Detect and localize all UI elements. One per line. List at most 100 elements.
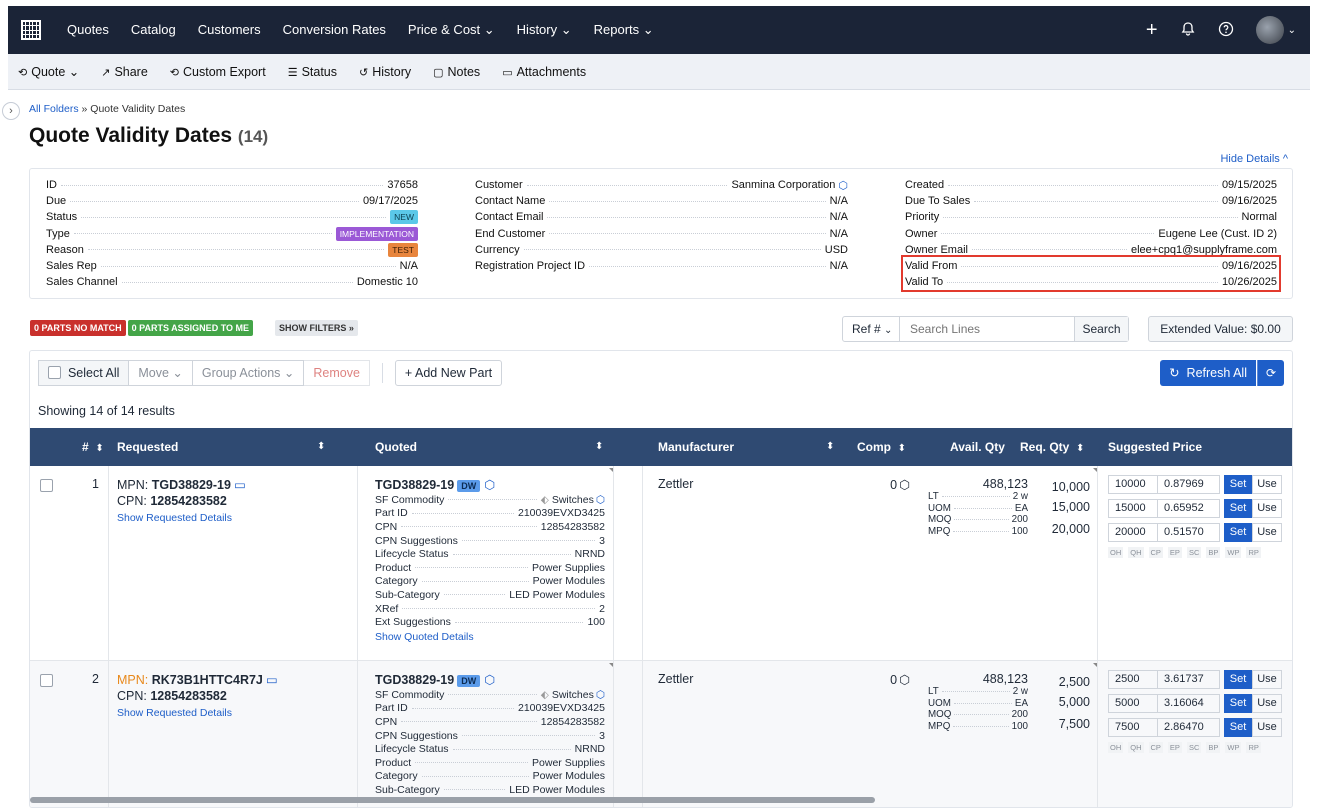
nav-item-5[interactable]: History ⌄ <box>516 22 572 37</box>
price-source-qh[interactable]: QH <box>1128 547 1144 558</box>
show-requested-details-link[interactable]: Show Requested Details <box>117 512 232 524</box>
folder-icon[interactable]: ▭ <box>265 673 278 687</box>
price-source-wp[interactable]: WP <box>1225 742 1242 753</box>
nav-item-6[interactable]: Reports ⌄ <box>593 22 654 37</box>
col-header-manufacturer[interactable]: Manufacturer <box>658 428 734 466</box>
cube-icon[interactable]: ⬡ <box>595 688 605 701</box>
nav-item-1[interactable]: Catalog <box>130 22 176 37</box>
show-quoted-details-link[interactable]: Show Quoted Details <box>375 630 474 643</box>
user-menu[interactable]: ⌄ <box>1255 16 1296 44</box>
nav-item-0[interactable]: Quotes <box>67 22 109 37</box>
folder-icon[interactable]: ▭ <box>233 478 246 492</box>
search-lines-input[interactable] <box>900 317 1074 341</box>
app-logo-icon[interactable] <box>21 20 41 40</box>
cube-icon[interactable]: ⬡ <box>484 673 496 687</box>
use-price-button[interactable]: Use <box>1252 499 1282 518</box>
quoted-mpn[interactable]: TGD38829-19 <box>375 478 455 492</box>
sort-icon[interactable]: ⬍ <box>317 441 326 452</box>
toolbar-item-0[interactable]: ⟲ Quote ⌄ <box>18 64 79 79</box>
price-value-input[interactable]: 2.86470 <box>1158 718 1220 737</box>
price-source-oh[interactable]: OH <box>1108 742 1124 753</box>
nav-item-4[interactable]: Price & Cost ⌄ <box>407 22 495 37</box>
refresh-all-button[interactable]: ↻ Refresh All <box>1160 360 1256 386</box>
move-button[interactable]: Move ⌄ <box>129 360 193 386</box>
price-source-oh[interactable]: OH <box>1108 547 1124 558</box>
price-qty-input[interactable]: 10000 <box>1108 475 1158 494</box>
price-source-sc[interactable]: SC <box>1186 742 1202 753</box>
col-header-num[interactable]: # ⬍ <box>82 428 104 466</box>
price-source-cp[interactable]: CP <box>1148 547 1163 558</box>
use-price-button[interactable]: Use <box>1252 523 1282 542</box>
nav-item-2[interactable]: Customers <box>197 22 261 37</box>
price-qty-input[interactable]: 15000 <box>1108 499 1158 518</box>
quoted-mpn[interactable]: TGD38829-19 <box>375 673 455 687</box>
set-price-button[interactable]: Set <box>1224 670 1252 689</box>
col-header-comp[interactable]: Comp ⬍ <box>857 428 906 466</box>
toolbar-item-5[interactable]: ▢ Notes <box>433 65 480 79</box>
price-source-wp[interactable]: WP <box>1225 547 1242 558</box>
comp-count[interactable]: 0 ⬡ <box>850 477 910 492</box>
set-price-button[interactable]: Set <box>1224 694 1252 713</box>
add-new-part-button[interactable]: + Add New Part <box>394 360 503 386</box>
use-price-button[interactable]: Use <box>1252 718 1282 737</box>
add-icon[interactable]: + <box>1145 18 1158 41</box>
price-value-input[interactable]: 3.16064 <box>1158 694 1220 713</box>
sort-icon[interactable]: ⬍ <box>595 441 604 452</box>
comp-count[interactable]: 0 ⬡ <box>850 672 910 687</box>
price-source-cp[interactable]: CP <box>1148 742 1163 753</box>
toolbar-item-2[interactable]: ⟲ Custom Export <box>170 65 266 79</box>
use-price-button[interactable]: Use <box>1252 694 1282 713</box>
set-price-button[interactable]: Set <box>1224 523 1252 542</box>
price-value-input[interactable]: 0.87969 <box>1158 475 1220 494</box>
toolbar-item-3[interactable]: ☰ Status <box>288 65 337 79</box>
price-source-rp[interactable]: RP <box>1246 742 1261 753</box>
row-checkbox[interactable] <box>40 479 53 492</box>
sort-icon[interactable]: ⬍ <box>826 441 835 452</box>
price-source-ep[interactable]: EP <box>1167 742 1182 753</box>
refresh-options-icon[interactable]: ⟳ <box>1257 360 1284 386</box>
group-actions-button[interactable]: Group Actions ⌄ <box>192 360 305 386</box>
help-icon[interactable] <box>1218 21 1234 40</box>
parts-no-match-badge[interactable]: 0 PARTS NO MATCH <box>30 320 126 336</box>
sidebar-toggle-icon[interactable]: › <box>2 102 20 120</box>
use-price-button[interactable]: Use <box>1252 475 1282 494</box>
price-value-input[interactable]: 0.51570 <box>1158 523 1220 542</box>
set-price-button[interactable]: Set <box>1224 718 1252 737</box>
cube-icon[interactable]: ⬡ <box>838 179 848 192</box>
price-source-sc[interactable]: SC <box>1186 547 1202 558</box>
ref-select[interactable]: Ref # ⌄ <box>843 317 900 341</box>
horizontal-scrollbar[interactable] <box>30 797 875 803</box>
price-value-input[interactable]: 3.61737 <box>1158 670 1220 689</box>
price-source-bp[interactable]: BP <box>1206 547 1221 558</box>
toolbar-item-4[interactable]: ↺ History <box>359 65 411 79</box>
parts-assigned-badge[interactable]: 0 PARTS ASSIGNED TO ME <box>127 320 254 336</box>
col-header-req-qty[interactable]: Req. Qty ⬍ <box>1020 428 1084 466</box>
bell-icon[interactable] <box>1180 21 1196 40</box>
select-all-checkbox[interactable] <box>48 366 61 379</box>
price-qty-input[interactable]: 5000 <box>1108 694 1158 713</box>
col-header-requested[interactable]: Requested <box>117 428 178 466</box>
price-source-rp[interactable]: RP <box>1246 547 1261 558</box>
price-source-qh[interactable]: QH <box>1128 742 1144 753</box>
use-price-button[interactable]: Use <box>1252 670 1282 689</box>
show-filters-button[interactable]: SHOW FILTERS » <box>275 320 358 336</box>
price-qty-input[interactable]: 2500 <box>1108 670 1158 689</box>
remove-button[interactable]: Remove <box>304 360 370 386</box>
show-requested-details-link[interactable]: Show Requested Details <box>117 707 232 719</box>
breadcrumb-all-folders[interactable]: All Folders <box>29 103 79 115</box>
set-price-button[interactable]: Set <box>1224 499 1252 518</box>
toolbar-item-6[interactable]: ▭ Attachments <box>502 65 586 79</box>
price-value-input[interactable]: 0.65952 <box>1158 499 1220 518</box>
nav-item-3[interactable]: Conversion Rates <box>282 22 386 37</box>
col-header-quoted[interactable]: Quoted <box>375 428 417 466</box>
search-button[interactable]: Search <box>1074 317 1128 341</box>
toolbar-item-1[interactable]: ↗ Share <box>101 65 148 79</box>
row-checkbox[interactable] <box>40 674 53 687</box>
set-price-button[interactable]: Set <box>1224 475 1252 494</box>
cube-icon[interactable]: ⬡ <box>595 493 605 506</box>
price-source-ep[interactable]: EP <box>1167 547 1182 558</box>
price-qty-input[interactable]: 20000 <box>1108 523 1158 542</box>
col-header-suggested-price[interactable]: Suggested Price <box>1108 428 1202 466</box>
price-source-bp[interactable]: BP <box>1206 742 1221 753</box>
col-header-avail-qty[interactable]: Avail. Qty <box>950 428 1005 466</box>
